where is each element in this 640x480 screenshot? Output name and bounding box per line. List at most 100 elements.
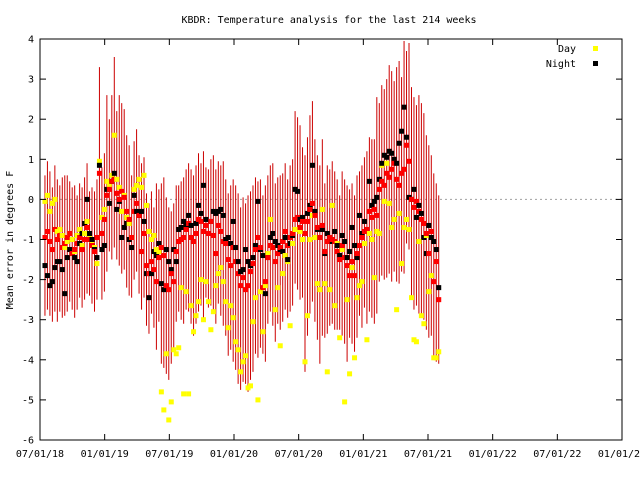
x-tick-label: 07/01/21 bbox=[404, 449, 452, 460]
day-point bbox=[300, 237, 306, 242]
mean-point bbox=[153, 279, 159, 285]
mean-point bbox=[404, 142, 410, 148]
night-point bbox=[374, 194, 380, 200]
night-point bbox=[84, 196, 90, 202]
day-point bbox=[215, 271, 221, 277]
day-point bbox=[426, 289, 432, 295]
day-point bbox=[391, 216, 397, 222]
y-tick-label: 4 bbox=[28, 35, 34, 46]
night-point bbox=[371, 198, 377, 204]
day-point bbox=[272, 307, 278, 313]
night-point bbox=[243, 247, 249, 253]
day-point bbox=[188, 303, 194, 309]
mean-point bbox=[129, 234, 135, 240]
night-point bbox=[72, 255, 78, 261]
mean-point bbox=[314, 224, 320, 230]
night-point bbox=[168, 267, 174, 273]
mean-point bbox=[428, 228, 434, 234]
day-point bbox=[52, 196, 58, 202]
day-point bbox=[399, 261, 405, 267]
mean-point bbox=[151, 267, 157, 273]
night-point bbox=[252, 243, 258, 249]
day-point bbox=[361, 241, 367, 247]
mean-point bbox=[94, 234, 100, 240]
mean-point bbox=[101, 216, 107, 222]
mean-point bbox=[406, 158, 412, 164]
mean-point bbox=[250, 261, 256, 267]
x-tick-label: 07/01/19 bbox=[145, 449, 193, 460]
night-point bbox=[389, 150, 395, 156]
night-point bbox=[411, 186, 417, 192]
mean-point bbox=[104, 192, 110, 198]
mean-point bbox=[307, 206, 313, 212]
mean-point bbox=[166, 287, 172, 293]
day-point bbox=[404, 216, 410, 222]
day-point bbox=[161, 407, 167, 413]
day-point bbox=[322, 281, 328, 287]
day-point bbox=[171, 347, 177, 353]
day-point bbox=[428, 273, 434, 279]
night-point bbox=[339, 232, 345, 238]
x-tick-label: 07/01/18 bbox=[16, 449, 64, 460]
day-point bbox=[376, 230, 382, 236]
night-point bbox=[156, 241, 162, 247]
mean-point bbox=[193, 230, 199, 236]
night-point bbox=[178, 224, 184, 230]
night-point bbox=[319, 226, 325, 232]
night-point bbox=[64, 255, 70, 261]
night-point bbox=[94, 255, 100, 261]
night-point bbox=[285, 257, 291, 263]
night-point bbox=[163, 247, 169, 253]
mean-point bbox=[433, 259, 439, 265]
axis-layer: -6 -5 -4 -3 -2 -1 0 1 2 3 4 07/01/18 01/01/19 07/01/1… bbox=[16, 35, 640, 461]
day-point bbox=[394, 307, 400, 313]
mean-point bbox=[344, 263, 350, 269]
night-point bbox=[225, 234, 231, 240]
day-point bbox=[79, 243, 85, 249]
legend: Day Night bbox=[546, 44, 598, 70]
day-point bbox=[225, 325, 231, 331]
x-tick-label: 01/01/23 bbox=[598, 449, 640, 460]
day-point bbox=[168, 399, 174, 405]
mean-point bbox=[72, 247, 78, 253]
day-point bbox=[342, 399, 348, 405]
legend-night-label: Night bbox=[546, 59, 576, 70]
night-point bbox=[404, 134, 410, 140]
mean-point bbox=[275, 251, 281, 257]
night-point bbox=[349, 224, 355, 230]
day-point bbox=[223, 299, 229, 305]
mean-point bbox=[203, 222, 209, 228]
mean-point bbox=[366, 208, 372, 214]
mean-point bbox=[376, 186, 382, 192]
legend-night-marker bbox=[593, 61, 598, 66]
mean-point bbox=[238, 283, 244, 289]
mean-point bbox=[352, 273, 358, 279]
night-point bbox=[87, 230, 93, 236]
mean-point bbox=[218, 228, 224, 234]
day-point bbox=[210, 309, 216, 315]
night-point bbox=[240, 267, 246, 273]
night-point bbox=[309, 162, 315, 168]
day-point bbox=[243, 353, 249, 359]
day-point bbox=[257, 289, 263, 295]
night-point bbox=[134, 208, 140, 214]
day-point bbox=[136, 176, 142, 182]
x-tick-label: 07/01/20 bbox=[275, 449, 323, 460]
mean-point bbox=[394, 176, 400, 182]
day-point bbox=[280, 271, 286, 277]
day-point bbox=[166, 417, 172, 423]
day-point bbox=[282, 253, 288, 259]
night-point bbox=[188, 222, 194, 228]
night-point bbox=[230, 218, 236, 224]
day-point bbox=[255, 397, 261, 403]
y-axis-label: Mean error in degrees F bbox=[5, 171, 16, 309]
x-tick-label: 07/01/22 bbox=[533, 449, 581, 460]
night-point bbox=[166, 259, 172, 265]
day-point bbox=[213, 283, 219, 289]
mean-point bbox=[319, 222, 325, 228]
night-point bbox=[89, 237, 95, 242]
day-point bbox=[59, 232, 65, 238]
mean-point bbox=[198, 218, 204, 224]
day-point bbox=[116, 184, 122, 190]
mean-point bbox=[205, 230, 211, 236]
